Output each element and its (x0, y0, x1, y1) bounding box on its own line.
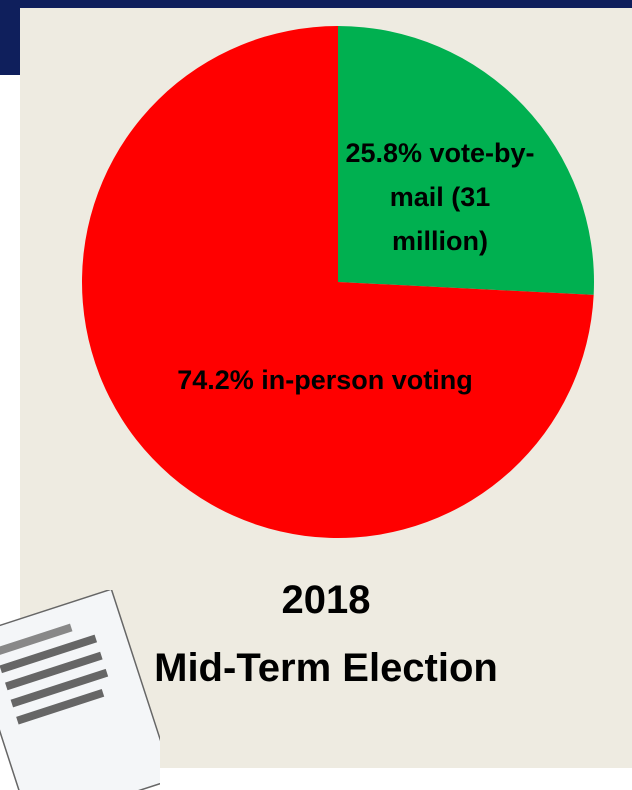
slice-label: 25.8% vote-by-mail (31 million) (345, 138, 535, 256)
slice-label: 74.2% in-person voting (177, 365, 473, 395)
chart-subtitle: Mid-Term Election (154, 646, 498, 690)
chart-title: 2018 (281, 578, 371, 622)
pie-slice (338, 26, 594, 295)
pie-chart (81, 26, 594, 538)
ballot-illustration (0, 590, 160, 790)
pie-slice (81, 26, 594, 538)
